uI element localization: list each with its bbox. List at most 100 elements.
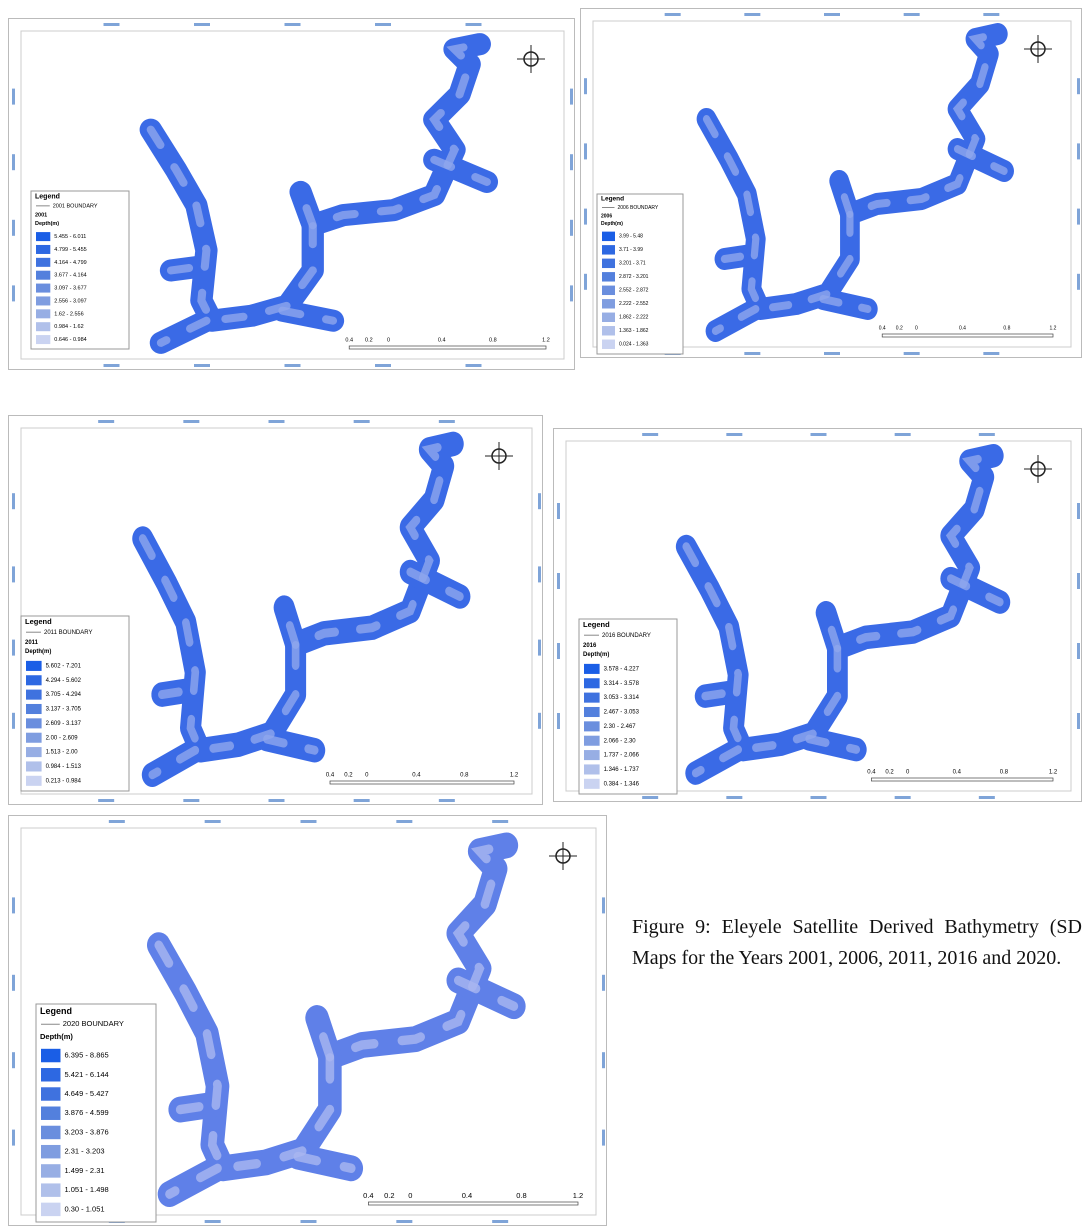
frame-tick [353,420,370,423]
legend-swatch [584,764,600,775]
frame-tick [438,420,455,423]
legend-class: 4.164 - 4.799 [54,260,86,266]
frame-tick [12,639,15,656]
map-panel: Legend 2001 BOUNDARY 2001 Depth(m) 5.455 - 6… [8,18,575,370]
legend-swatch [26,689,42,700]
reservoir [675,443,1011,785]
frame-tick [375,364,391,367]
frame-tick [584,143,587,160]
frame-tick [538,639,541,656]
reservoir-body [132,431,464,763]
legend-class: 3.097 - 3.677 [54,286,86,292]
legend-class: 2.609 - 3.137 [46,721,82,727]
legend-class: 0.984 - 1.62 [54,324,83,330]
legend-swatch [41,1144,61,1159]
reservoir-shade [819,295,872,313]
reservoir-shade [263,734,319,755]
frame-tick [726,433,743,436]
frame-tick [98,420,115,423]
frame-tick [1077,208,1080,225]
scale-label: 0 [365,773,369,779]
frame-tick [894,796,911,799]
legend-swatch [26,660,42,671]
map: Legend 2016 BOUNDARY 2016 Depth(m) 3.578 - 4… [557,433,1080,799]
legend-title: Legend [35,193,60,200]
legend-title: Legend [40,1006,72,1016]
legend-swatch [41,1164,61,1178]
frame-tick [1077,503,1080,519]
frame-tick [584,273,587,290]
frame-tick [183,420,200,423]
legend-class: 2.467 - 3.053 [604,710,640,716]
reservoir-shade [156,316,211,347]
boundary-label: 2001 BOUNDARY [53,203,98,209]
reservoir-body [146,832,519,1182]
legend-swatch [26,732,42,743]
legend-swatch [36,232,51,242]
legend-class: 3.677 - 4.164 [54,273,86,279]
depth-label: Depth(m) [583,652,609,658]
reservoir-shade [720,251,755,263]
reservoir-shade [406,567,464,601]
legend-swatch [602,245,615,255]
compass [517,45,545,73]
legend-class: 5.455 - 6.011 [54,234,86,240]
reservoir-shade [165,1163,222,1199]
scale-label: 0.8 [1000,770,1009,776]
reservoir-shade [166,262,206,275]
legend-swatch [36,270,51,280]
frame-tick [300,1220,317,1223]
legend-swatch [584,678,600,689]
map: Legend 2006 BOUNDARY 2006 Depth(m) 3.99 - 5.… [584,13,1080,355]
boundary-label: 2020 BOUNDARY [63,1019,124,1028]
scale-label: 0 [387,337,390,343]
frame-tick [12,712,15,729]
legend-swatch [584,692,600,703]
reservoir-shade [953,145,1008,175]
frame-tick [602,897,605,914]
scale-label: 0.4 [953,770,962,776]
frame-tick [602,974,605,991]
scale-label: 0.8 [489,337,497,343]
frame-tick [492,1220,509,1223]
compass [1024,35,1052,63]
frame-tick [726,796,743,799]
frame-tick [744,13,761,16]
frame-tick [1077,713,1080,729]
scale-label: 1.2 [510,773,519,779]
legend-swatch [584,750,600,761]
frame-tick [1077,78,1080,95]
frame-tick [570,285,573,302]
compass [1024,455,1052,483]
scale-label: 0.4 [462,1191,472,1200]
reservoir-shade [280,603,300,649]
legend-class: 2.222 - 2.552 [619,301,649,307]
legend-class: 3.705 - 4.294 [46,692,82,698]
map-frame [20,827,597,1216]
legend-swatch [584,721,600,732]
frame-tick [284,23,301,26]
reservoir-shade [296,187,317,230]
legend-swatch [26,747,42,758]
frame-tick [1077,273,1080,290]
scale-label: 0.2 [344,773,353,779]
scale-label: 0.2 [365,337,373,343]
frame-tick [108,820,125,823]
legend-class: 0.384 - 1.346 [604,781,640,787]
frame-tick [465,23,482,26]
legend-swatch [36,296,51,306]
frame-tick [557,643,560,659]
map-panel: Legend 2020 BOUNDARY Depth(m) 6.395 - 8.865… [8,815,607,1226]
legend-swatch [26,761,42,772]
legend-class: 4.294 - 5.602 [46,678,82,684]
depth-label: Depth(m) [601,221,623,227]
legend-class: 2.556 - 3.097 [54,298,86,304]
frame-tick [1077,643,1080,659]
reservoir-shade [278,306,338,325]
legend-swatch [602,272,615,282]
legend-class: 4.799 - 5.455 [54,247,86,253]
frame-tick [194,23,210,26]
legend-swatch [41,1202,61,1217]
legend-class: 2.066 - 2.30 [604,738,637,744]
